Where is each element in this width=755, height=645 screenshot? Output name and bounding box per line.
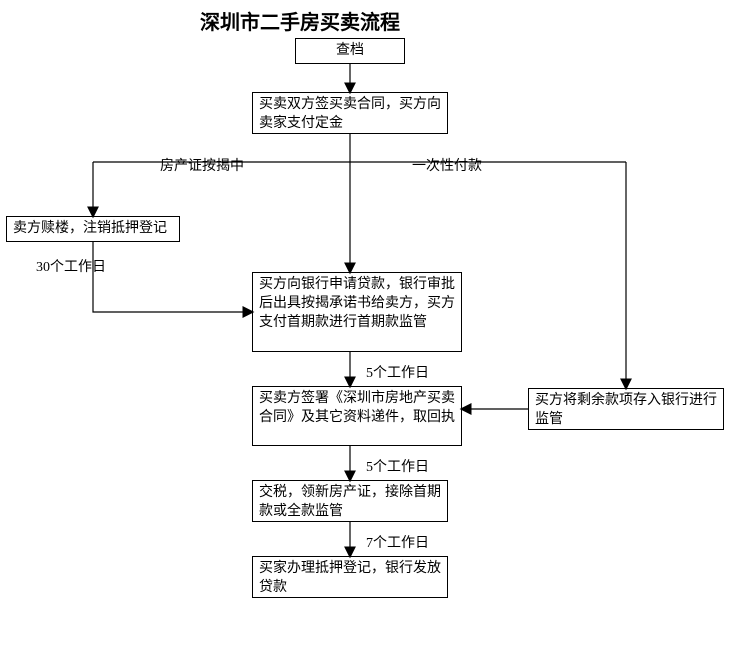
node-tax-cert: 交税，领新房产证，接除首期款或全款监管 — [252, 480, 448, 522]
node-sign-contract: 买卖双方签买卖合同，买方向卖家支付定金 — [252, 92, 448, 134]
node-mortgage-reg: 买家办理抵押登记，银行发放贷款 — [252, 556, 448, 598]
duration-7d: 7个工作日 — [366, 532, 429, 552]
node-loan-application: 买方向银行申请贷款，银行审批后出具按揭承诺书给卖方，买方支付首期款进行首期款监管 — [252, 272, 462, 352]
node-seller-redeem: 卖方赎楼，注销抵押登记 — [6, 216, 180, 242]
node-deposit-remain: 买方将剩余款项存入银行进行监管 — [528, 388, 724, 430]
branch-label-mortgage: 房产证按揭中 — [160, 155, 244, 175]
node-sign-shenzhen: 买卖方签署《深圳市房地产买卖合同》及其它资料递件，取回执 — [252, 386, 462, 446]
branch-label-onetime: 一次性付款 — [412, 155, 482, 175]
duration-5d-b: 5个工作日 — [366, 456, 429, 476]
page-title: 深圳市二手房买卖流程 — [200, 6, 400, 35]
duration-5d-a: 5个工作日 — [366, 362, 429, 382]
duration-30d: 30个工作日 — [36, 256, 106, 276]
node-search-records: 查档 — [295, 38, 405, 64]
